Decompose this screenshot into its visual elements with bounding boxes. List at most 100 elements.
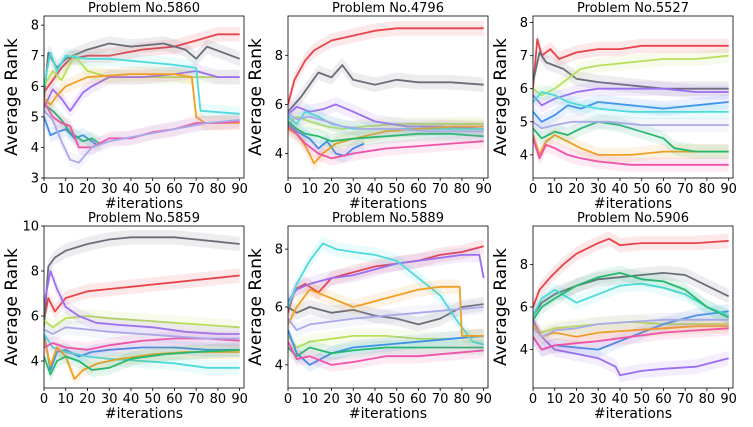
axes-frame	[287, 15, 489, 179]
subplot-title: Problem No.5906	[577, 211, 689, 226]
confidence-band-6	[533, 84, 729, 120]
x-tick-label: 10	[301, 392, 318, 407]
series-line-6	[533, 91, 729, 113]
series-line-5	[288, 123, 365, 157]
x-tick-label: 80	[454, 182, 471, 197]
x-tick-label: 70	[188, 392, 205, 407]
x-axis-label: #iterations	[349, 196, 427, 212]
confidence-band-9	[288, 334, 484, 373]
confidence-band-8	[533, 114, 729, 159]
subplot-5: Problem No.5889 0 10 20 30 40 50 60 70 80 90 4 6 8 #it…	[246, 211, 492, 422]
confidence-band-5	[44, 326, 240, 378]
series-line-2	[288, 64, 484, 113]
x-tick-label: 10	[546, 182, 563, 197]
series-line-1	[288, 27, 484, 105]
series-line-7	[533, 134, 729, 156]
confidence-band-10	[288, 299, 484, 338]
subplot-6: Problem No.5906 0 10 20 30 40 50 60 70 80 90 4 6 8 #it…	[491, 211, 737, 422]
series-line-8	[533, 120, 729, 153]
series-line-8	[44, 103, 102, 146]
series-group	[44, 230, 240, 387]
subplot-title: Problem No.5527	[577, 1, 689, 16]
x-tick-label: 70	[432, 392, 449, 407]
confidence-band-2	[533, 265, 729, 323]
x-tick-label: 50	[144, 392, 161, 407]
x-tick-label: 90	[720, 182, 737, 197]
series-line-4	[533, 319, 729, 377]
confidence-band-9	[533, 131, 729, 173]
series-line-10	[44, 110, 240, 164]
subplot-4: Problem No.5859 0 10 20 30 40 50 60 70 80 90 4 6 8 10 #…	[2, 211, 248, 422]
x-tick-label: 80	[699, 182, 716, 197]
x-tick-label: 10	[57, 392, 74, 407]
series-group	[288, 21, 484, 171]
confidence-band-1	[533, 231, 729, 315]
x-tick-label: 70	[677, 392, 694, 407]
x-tick-label: 90	[231, 182, 248, 197]
confidence-band-2	[44, 230, 240, 335]
y-tick-label: 8	[520, 258, 528, 273]
x-tick-label: 50	[388, 392, 405, 407]
y-tick-label: 5	[31, 110, 39, 125]
y-tick-label: 4	[31, 141, 39, 156]
axes-frame	[43, 15, 245, 179]
x-tick-label: 40	[367, 392, 384, 407]
subplot-3: Problem No.5527 0 10 20 30 40 50 60 70 80 90 4 5 6 7 8 #…	[491, 1, 737, 212]
y-tick-label: 8	[275, 243, 283, 258]
x-tick-label: 80	[454, 392, 471, 407]
x-tick-label: 80	[210, 182, 227, 197]
series-line-2	[533, 271, 730, 317]
y-tick-label: 6	[275, 301, 283, 316]
x-tick-label: 30	[101, 392, 118, 407]
series-line-4	[288, 103, 484, 130]
y-tick-label: 7	[520, 49, 528, 64]
confidence-band-8	[288, 340, 484, 364]
x-tick-label: 20	[568, 182, 585, 197]
x-tick-label: 30	[590, 392, 607, 407]
x-axis-label: #iterations	[594, 406, 672, 422]
series-line-9	[533, 327, 729, 351]
confidence-band-3	[533, 48, 729, 103]
y-tick-label: 4	[31, 355, 39, 370]
confidence-band-1	[533, 31, 729, 96]
y-tick-label: 4	[520, 343, 528, 358]
subplot-title: Problem No.4796	[332, 1, 444, 16]
series-line-2	[44, 236, 240, 328]
confidence-band-3	[44, 308, 240, 335]
x-tick-label: 0	[529, 392, 537, 407]
y-tick-label: 8	[520, 16, 528, 31]
confidence-band-6	[44, 45, 240, 122]
x-tick-label: 30	[345, 392, 362, 407]
confidence-band-7	[44, 66, 240, 131]
x-tick-label: 20	[79, 182, 96, 197]
series-line-10	[44, 326, 240, 340]
series-line-5	[533, 101, 729, 123]
series-line-1	[533, 237, 729, 308]
confidence-band-4	[288, 247, 484, 309]
y-tick-label: 6	[520, 82, 528, 97]
series-line-8	[533, 271, 730, 321]
series-line-8	[288, 120, 484, 143]
x-tick-label: 40	[612, 182, 629, 197]
series-line-6	[44, 51, 240, 115]
series-line-4	[288, 253, 485, 302]
series-line-1	[44, 274, 240, 321]
x-tick-label: 60	[166, 182, 183, 197]
series-line-10	[533, 120, 729, 130]
x-axis-label: #iterations	[105, 196, 183, 212]
series-line-10	[533, 318, 729, 338]
series-line-8	[288, 346, 484, 358]
x-tick-label: 20	[568, 392, 585, 407]
subplot-title: Problem No.5860	[88, 1, 200, 16]
y-tick-label: 10	[22, 220, 39, 235]
series-line-7	[288, 285, 484, 337]
x-tick-label: 70	[677, 182, 694, 197]
confidence-band-10	[533, 114, 729, 136]
y-tick-label: 6	[275, 98, 283, 113]
series-line-9	[288, 125, 484, 160]
confidence-band-2	[533, 45, 729, 96]
confidence-band-1	[44, 268, 240, 328]
x-tick-label: 30	[101, 182, 118, 197]
y-axis-label: Average Rank	[246, 248, 266, 366]
x-tick-label: 80	[699, 392, 716, 407]
